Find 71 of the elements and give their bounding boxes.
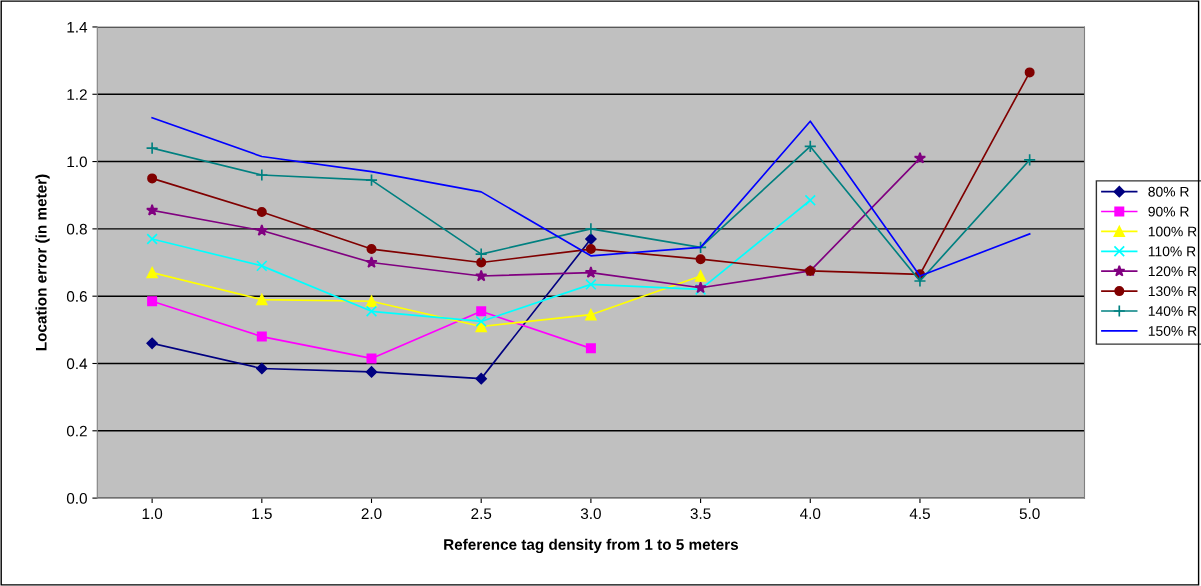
point bbox=[584, 222, 598, 236]
point bbox=[365, 366, 378, 378]
point bbox=[803, 140, 817, 153]
y-tick-label: 1.2 bbox=[67, 89, 87, 100]
point bbox=[146, 233, 158, 245]
point bbox=[584, 266, 598, 278]
point bbox=[146, 266, 158, 279]
point bbox=[365, 256, 378, 268]
point bbox=[476, 306, 487, 317]
point bbox=[366, 244, 377, 255]
x-tick-label: 1.0 bbox=[142, 508, 163, 520]
y-axis-title: Location error (in meter) bbox=[35, 174, 50, 351]
x-tick-label: 4.0 bbox=[800, 508, 821, 520]
legend-label: 140% R bbox=[1148, 306, 1197, 316]
point bbox=[695, 254, 706, 265]
point bbox=[475, 372, 487, 385]
x-axis-title: Reference tag density from 1 to 5 meters bbox=[444, 538, 739, 554]
point bbox=[365, 173, 378, 187]
point bbox=[256, 260, 268, 272]
point bbox=[476, 257, 487, 268]
point bbox=[694, 270, 707, 282]
y-tick-label: 0.4 bbox=[66, 358, 88, 370]
x-tick-label: 2.0 bbox=[361, 508, 382, 520]
point bbox=[366, 353, 377, 364]
y-tick-label: 0.6 bbox=[66, 291, 87, 302]
point bbox=[913, 151, 927, 164]
point bbox=[147, 296, 158, 307]
x-tick-label: 1.5 bbox=[252, 508, 272, 520]
legend-label: 110% R bbox=[1148, 246, 1196, 257]
point bbox=[146, 203, 159, 216]
legend-label: 90% R bbox=[1148, 206, 1189, 217]
point bbox=[365, 305, 378, 318]
point bbox=[475, 269, 488, 282]
point bbox=[475, 320, 487, 333]
point bbox=[147, 173, 158, 184]
line-series bbox=[151, 116, 1031, 277]
point bbox=[256, 362, 268, 375]
point bbox=[255, 224, 268, 236]
y-tick-label: 0.0 bbox=[66, 492, 87, 504]
x-tick-label: 2.5 bbox=[471, 508, 492, 520]
legend-label: 130% R bbox=[1148, 286, 1197, 297]
x-tick-label: 3.5 bbox=[690, 508, 711, 520]
y-tick-label: 0.8 bbox=[66, 223, 87, 235]
point bbox=[804, 194, 816, 206]
point bbox=[256, 207, 267, 218]
legend-label: 80% R bbox=[1148, 186, 1189, 197]
point bbox=[145, 141, 159, 155]
y-tick-label: 1.0 bbox=[67, 156, 87, 168]
point bbox=[585, 343, 596, 354]
y-tick-label: 1.4 bbox=[67, 21, 88, 33]
point bbox=[256, 293, 268, 306]
point bbox=[585, 244, 596, 255]
point bbox=[146, 337, 158, 350]
point bbox=[365, 295, 378, 307]
point bbox=[255, 168, 269, 182]
x-tick-label: 5.0 bbox=[1019, 508, 1040, 520]
legend-label: 120% R bbox=[1148, 266, 1197, 277]
point bbox=[256, 331, 267, 342]
legend-label: 100% R bbox=[1148, 226, 1197, 237]
x-tick-label: 3.0 bbox=[580, 508, 601, 520]
point bbox=[585, 308, 597, 321]
point bbox=[475, 315, 487, 328]
point bbox=[1023, 153, 1037, 167]
point bbox=[913, 274, 927, 288]
point bbox=[585, 233, 597, 245]
legend-label: 150% R bbox=[1148, 326, 1197, 336]
point bbox=[585, 278, 597, 291]
x-tick-label: 4.5 bbox=[909, 508, 930, 520]
point bbox=[1024, 67, 1035, 78]
point bbox=[474, 247, 488, 261]
y-tick-label: 0.2 bbox=[66, 425, 87, 437]
